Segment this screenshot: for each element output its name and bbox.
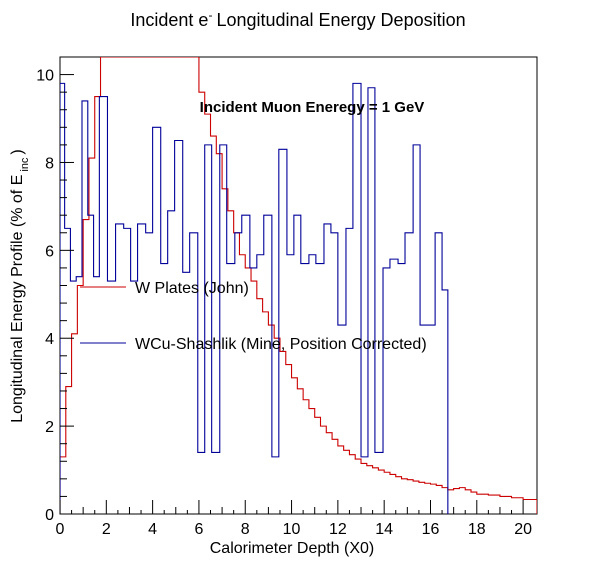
series-line-2 xyxy=(60,82,449,514)
x-tick-label: 20 xyxy=(514,521,532,538)
y-label-close: ) xyxy=(9,149,26,154)
x-tick-label: 2 xyxy=(102,521,111,538)
y-label-subscript: inc xyxy=(19,157,31,172)
x-tick-label: 4 xyxy=(148,521,157,538)
x-axis-label: Calorimeter Depth (X0) xyxy=(210,540,375,557)
title-main: Incident e xyxy=(130,10,208,30)
y-tick-label: 6 xyxy=(45,243,54,260)
title-superscript: - xyxy=(208,8,212,22)
x-tick-label: 0 xyxy=(56,521,65,538)
plot-area xyxy=(59,56,538,515)
y-label-main: Longitudinal Energy Profile (% of E xyxy=(9,175,26,423)
y-tick-label: 8 xyxy=(45,155,54,172)
svg-text:Longitudinal Energy Profile (%: Longitudinal Energy Profile (% of E inc) xyxy=(9,149,31,423)
plot-frame xyxy=(59,56,538,515)
x-tick-label: 10 xyxy=(283,521,301,538)
y-axis-label: Longitudinal Energy Profile (% of E inc) xyxy=(9,149,31,423)
x-tick-label: 18 xyxy=(468,521,486,538)
series-layer xyxy=(60,57,537,514)
x-tick-label: 6 xyxy=(194,521,203,538)
y-tick-label: 4 xyxy=(45,331,54,348)
annotation-text: Incident Muon Eneregy = 1 GeV xyxy=(200,99,425,116)
y-tick-label: 0 xyxy=(45,507,54,524)
legend-label-1: W Plates (John) xyxy=(135,280,249,297)
x-tick-label: 14 xyxy=(375,521,393,538)
chart-title: Incident e- Longitudinal Energy Depositio… xyxy=(130,8,465,30)
legend-label-2: WCu-Shashlik (Mine, Position Corrected) xyxy=(135,336,427,353)
x-tick-label: 8 xyxy=(241,521,250,538)
title-rest: Longitudinal Energy Deposition xyxy=(216,10,465,30)
x-tick-label: 12 xyxy=(329,521,347,538)
legend: W Plates (John) WCu-Shashlik (Mine, Posit… xyxy=(80,280,427,353)
axes: 0 2 4 6 8 10 12 14 16 18 20 0 2 4 6 8 10 xyxy=(36,68,532,538)
y-tick-label: 2 xyxy=(45,419,54,436)
x-tick-label: 16 xyxy=(422,521,440,538)
y-tick-label: 10 xyxy=(36,68,54,85)
series-line-1 xyxy=(60,57,537,514)
